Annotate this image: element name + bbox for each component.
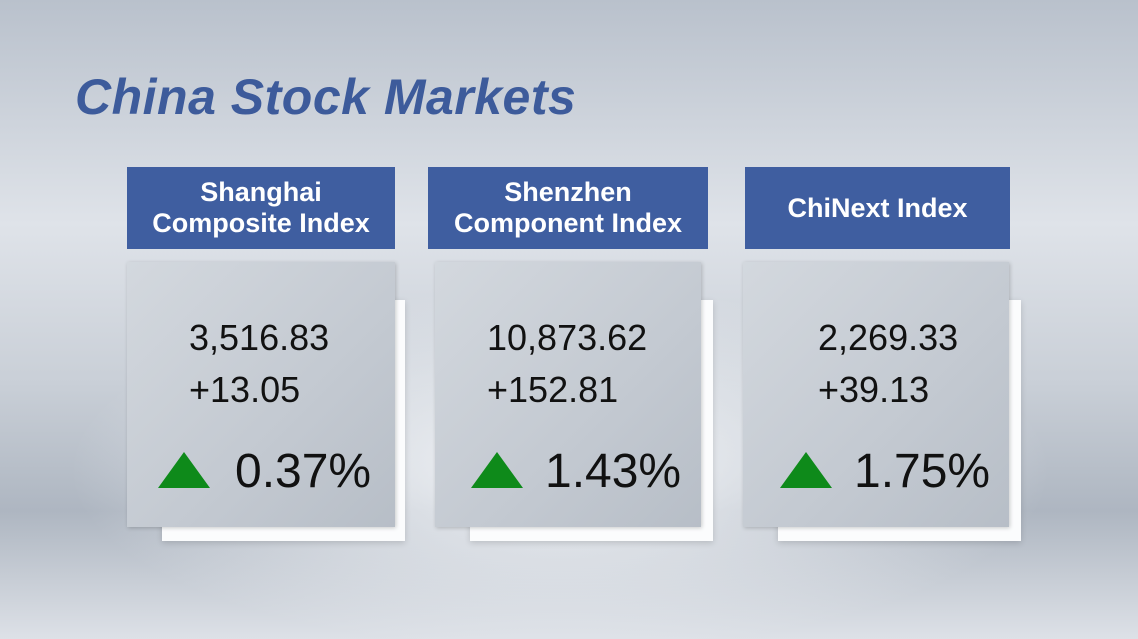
index-header: ChiNext Index [745, 167, 1010, 249]
index-name: Shanghai Composite Index [152, 177, 370, 238]
index-value: 10,873.62 [487, 317, 648, 358]
up-arrow [471, 452, 523, 488]
index-header: Shenzhen Component Index [428, 167, 708, 249]
up-arrow [780, 452, 832, 488]
up-arrow [158, 452, 210, 488]
index-percent: 1.43% [545, 445, 682, 498]
index-percent: 0.37% [235, 445, 372, 498]
index-change: +13.05 [189, 369, 301, 410]
index-card: 10,873.62 +152.81 1.43% [435, 262, 701, 527]
index-change: +39.13 [818, 369, 930, 410]
title: China Stock Markets [75, 69, 577, 125]
index-card: 3,516.83 +13.05 0.37% [127, 262, 395, 527]
index-value: 3,516.83 [189, 317, 330, 358]
index-name: Shenzhen Component Index [454, 177, 682, 238]
index-name: ChiNext Index [787, 192, 968, 223]
index-header: Shanghai Composite Index [127, 167, 395, 249]
index-change: +152.81 [487, 369, 619, 410]
index-percent: 1.75% [854, 445, 991, 498]
index-value: 2,269.33 [818, 317, 959, 358]
index-card: 2,269.33 +39.13 1.75% [743, 262, 1009, 527]
